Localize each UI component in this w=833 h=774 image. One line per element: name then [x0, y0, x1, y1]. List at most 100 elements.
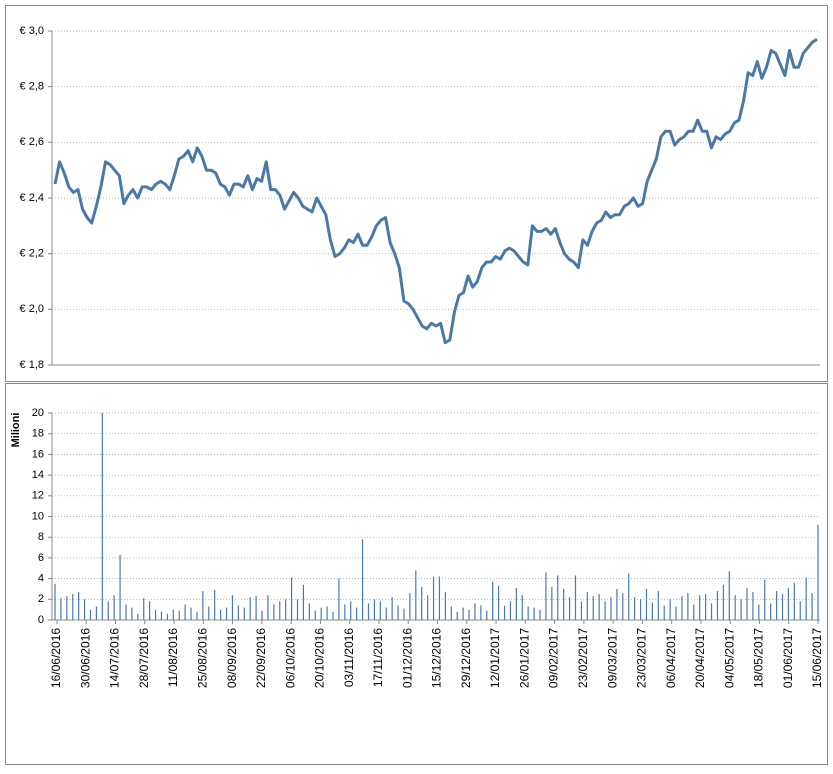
- y-tick-label: 2: [38, 593, 44, 605]
- volume-bar: [296, 599, 299, 620]
- volume-bar: [568, 597, 571, 620]
- volume-bar: [314, 610, 316, 620]
- volume-bar: [350, 601, 352, 620]
- y-tick-label: 0: [38, 614, 44, 626]
- x-tick-label: 06/10/2016: [283, 628, 297, 688]
- volume-bar: [770, 603, 772, 620]
- volume-bar: [190, 607, 192, 620]
- volume-bar: [427, 595, 429, 620]
- volume-bar: [385, 607, 387, 620]
- x-tick-label: 09/02/2017: [547, 628, 561, 688]
- volume-bar: [119, 554, 121, 620]
- volume-bar: [533, 607, 535, 620]
- volume-bar: [634, 597, 636, 620]
- volume-bar: [657, 591, 659, 620]
- volume-bar: [598, 594, 600, 620]
- volume-bar: [699, 595, 701, 620]
- x-tick-label: 28/07/2016: [137, 628, 151, 688]
- volume-bar: [285, 599, 287, 620]
- volume-bar: [113, 595, 115, 620]
- volume-bar: [622, 593, 624, 620]
- volume-bar: [160, 611, 163, 620]
- x-tick-label: 12/01/2017: [488, 628, 502, 688]
- volume-bar: [740, 599, 742, 620]
- volume-bar: [486, 610, 488, 620]
- volume-bar: [379, 601, 381, 620]
- volume-bar: [356, 607, 358, 620]
- volume-bar: [734, 595, 736, 620]
- volume-bar: [237, 605, 239, 620]
- volume-bar: [308, 603, 310, 620]
- volume-bar: [326, 606, 328, 620]
- volume-bar: [639, 599, 642, 620]
- volume-bar: [693, 604, 695, 620]
- volume-bar: [83, 599, 86, 620]
- volume-bar: [54, 583, 56, 620]
- volume-bar: [60, 598, 62, 620]
- volume-bar: [249, 597, 251, 620]
- volume-panel: [5, 383, 828, 765]
- price-panel: [5, 5, 828, 382]
- volume-bar: [805, 577, 807, 620]
- volume-bar: [781, 594, 784, 620]
- x-tick-label: 30/06/2016: [78, 628, 92, 688]
- volume-bar: [444, 592, 446, 620]
- volume-bar: [675, 606, 677, 620]
- volume-bar: [107, 601, 109, 620]
- volume-bar: [663, 605, 665, 620]
- volume-bar: [143, 598, 145, 620]
- volume-bar: [421, 586, 423, 620]
- y-tick-label: € 3,0: [20, 25, 44, 37]
- x-tick-label: 01/12/2016: [400, 628, 414, 688]
- volume-bar: [391, 597, 393, 620]
- volume-bar: [456, 611, 458, 620]
- volume-bar: [480, 605, 482, 620]
- volume-bar: [196, 611, 198, 620]
- volume-bar: [539, 609, 541, 620]
- volume-bar: [450, 606, 452, 620]
- volume-bar: [344, 604, 346, 620]
- volume-bar: [125, 604, 127, 620]
- volume-bar: [78, 592, 80, 620]
- volume-bar: [551, 586, 553, 620]
- volume-bar: [208, 606, 210, 620]
- volume-bar: [722, 584, 724, 620]
- volume-bar: [645, 588, 648, 620]
- volume-bar: [131, 607, 133, 620]
- volume-bar: [72, 594, 74, 620]
- x-tick-label: 20/10/2016: [313, 628, 327, 688]
- volume-bar: [687, 593, 689, 620]
- volume-bar: [172, 609, 174, 620]
- volume-bar: [492, 581, 494, 620]
- y-tick-label: 8: [38, 531, 44, 543]
- x-tick-label: 29/12/2016: [459, 628, 473, 688]
- volume-bar: [178, 610, 180, 620]
- volume-bar: [184, 604, 186, 620]
- volume-bar: [586, 592, 588, 620]
- volume-bar: [498, 585, 500, 620]
- volume-bar: [716, 591, 719, 620]
- volume-bar: [799, 601, 801, 620]
- volume-bar: [166, 613, 168, 620]
- volume-bar: [367, 603, 370, 620]
- volume-bar: [669, 599, 671, 620]
- y-tick-label: 14: [32, 469, 44, 481]
- y-tick-label: 10: [32, 510, 44, 522]
- x-tick-label: 16/06/2016: [49, 628, 63, 688]
- y-tick-label: € 2,8: [20, 81, 44, 93]
- volume-bar: [202, 591, 204, 620]
- volume-bar: [710, 603, 713, 620]
- volume-bar: [338, 578, 340, 620]
- volume-bar: [409, 593, 411, 620]
- y-tick-label: 12: [32, 490, 44, 502]
- x-tick-label: 06/04/2017: [664, 628, 678, 688]
- volume-bar: [66, 596, 68, 620]
- volume-bar: [149, 601, 151, 620]
- volume-bar: [373, 599, 375, 620]
- volume-bar: [214, 589, 216, 620]
- volume-bar: [811, 593, 813, 620]
- volume-bar: [231, 595, 234, 620]
- y-tick-label: 6: [38, 552, 44, 564]
- y-tick-label: € 1,8: [20, 359, 44, 371]
